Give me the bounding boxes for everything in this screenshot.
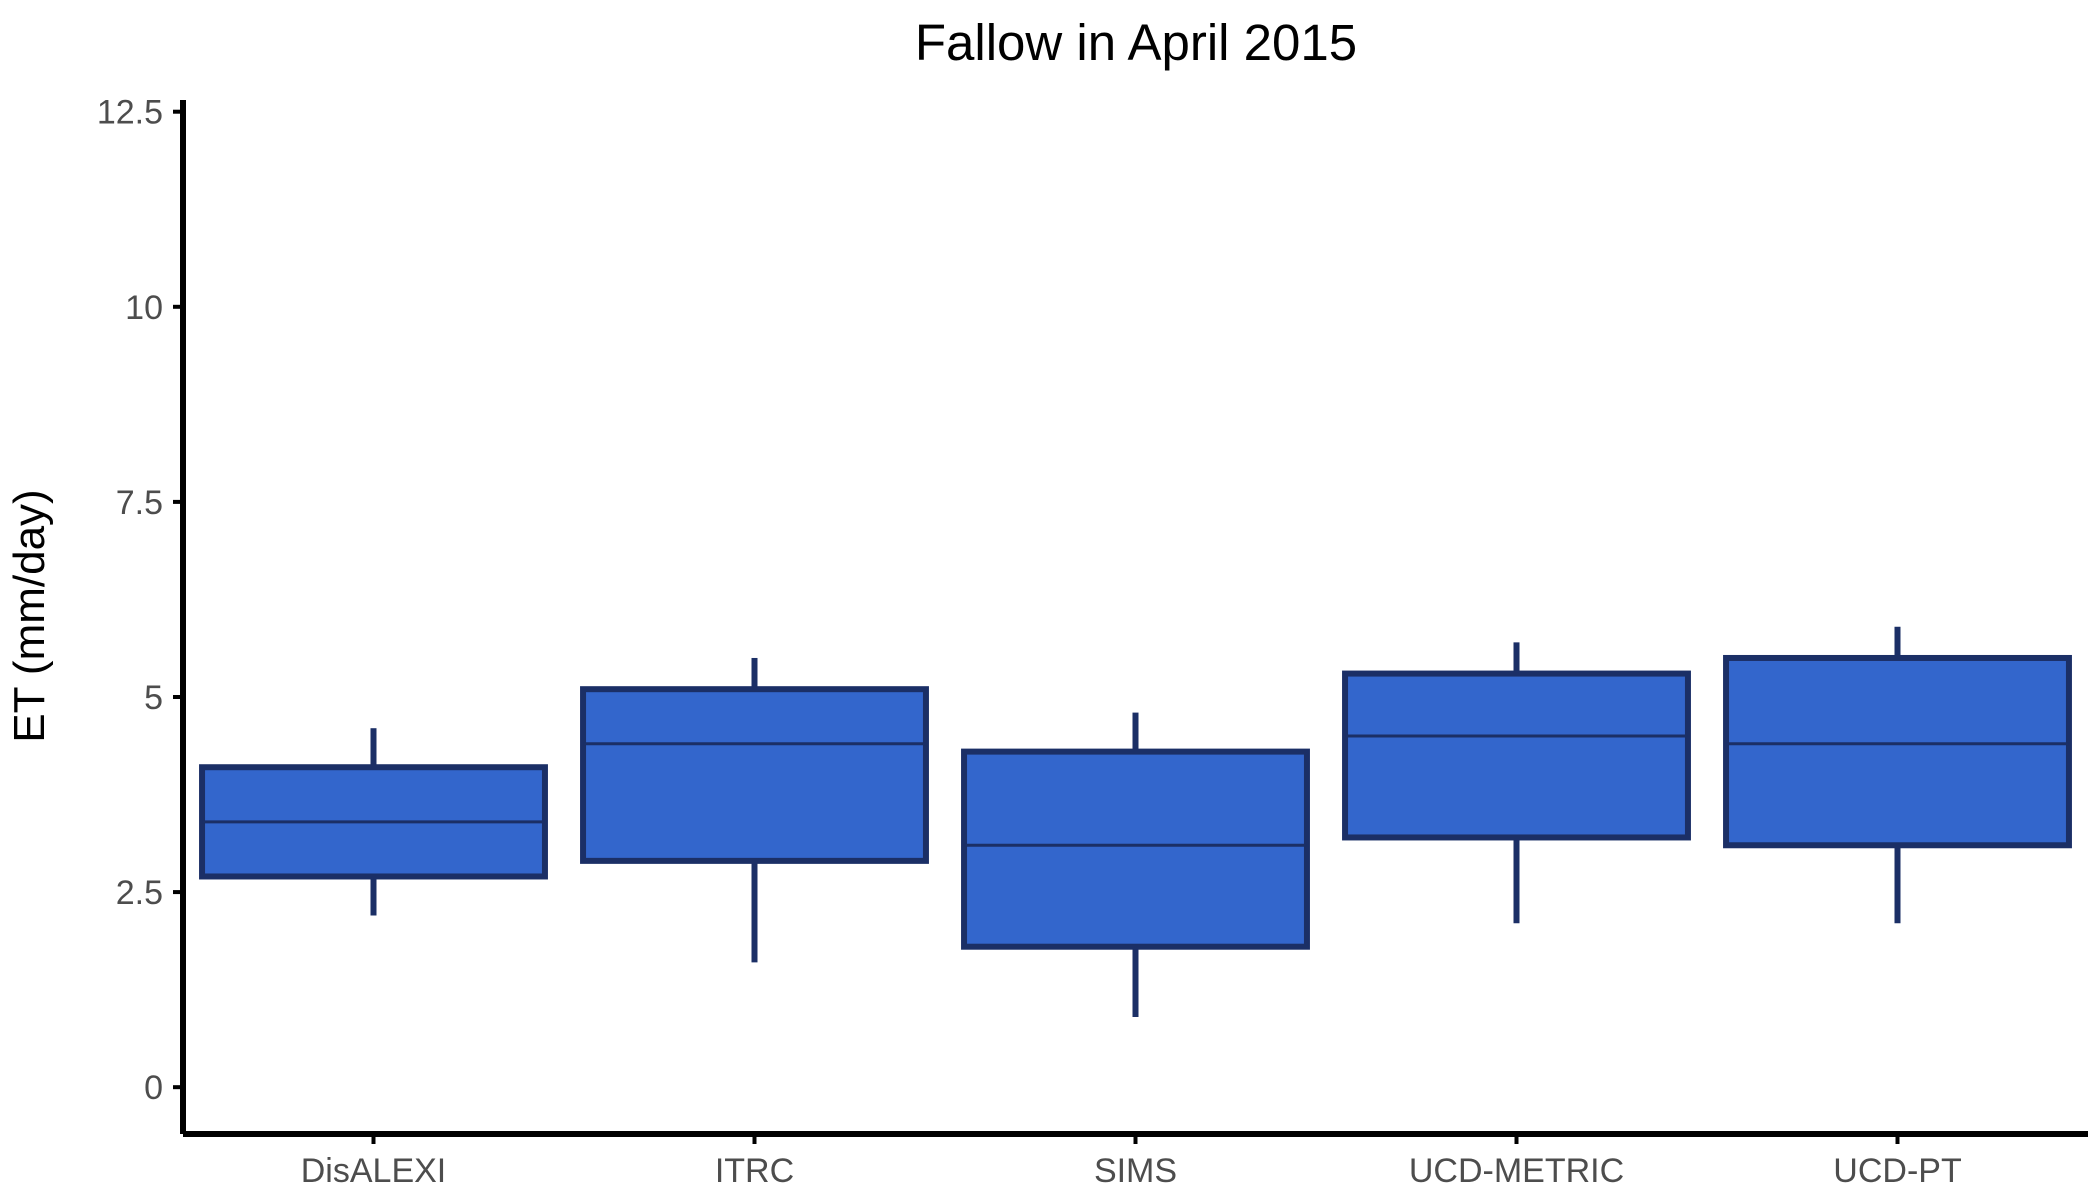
interquartile-box [1723, 654, 2072, 849]
box-group [199, 626, 2072, 1017]
x-tick-label: ITRC [715, 1152, 794, 1190]
interquartile-box [961, 748, 1310, 950]
y-axis-label: ET (mm/day) [5, 489, 54, 742]
chart-title: Fallow in April 2015 [915, 14, 1357, 71]
boxplot-ucd-metric [1342, 642, 1691, 924]
boxplot-ucd-pt [1723, 626, 2072, 924]
x-tick-label: UCD-PT [1833, 1152, 1961, 1190]
boxplot-disalexi [199, 728, 548, 916]
y-tick-label: 12.5 [97, 94, 163, 132]
x-tick-label: SIMS [1094, 1152, 1177, 1190]
y-tick-label: 5 [144, 679, 163, 717]
y-tick-group: 0 2.5 5 7.5 10 12.5 [97, 94, 183, 1107]
interquartile-box [1342, 670, 1691, 841]
x-tick-label: DisALEXI [301, 1152, 447, 1190]
y-tick-label: 0 [144, 1069, 163, 1107]
x-tick-label: UCD-METRIC [1409, 1152, 1624, 1190]
interquartile-box [580, 686, 929, 864]
boxplot-sims [961, 712, 1310, 1017]
y-tick-label: 2.5 [116, 874, 163, 912]
y-tick-label: 7.5 [116, 484, 163, 522]
boxplot-itrc [580, 657, 929, 963]
x-tick-group: DisALEXI ITRC SIMS UCD-METRIC UCD-PT [301, 1134, 1962, 1190]
y-tick-label: 10 [125, 289, 163, 327]
